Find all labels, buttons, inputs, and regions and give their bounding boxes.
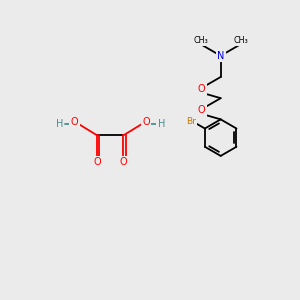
Text: O: O	[120, 158, 127, 167]
Text: O: O	[198, 105, 205, 115]
Text: Br: Br	[186, 117, 196, 126]
Text: O: O	[142, 117, 150, 127]
Text: H: H	[56, 119, 63, 129]
Text: O: O	[93, 158, 101, 167]
Text: N: N	[217, 51, 224, 61]
Text: CH₃: CH₃	[233, 36, 248, 45]
Text: CH₃: CH₃	[194, 36, 208, 45]
Text: O: O	[70, 117, 78, 127]
Text: H: H	[158, 119, 165, 129]
Text: O: O	[198, 84, 205, 94]
